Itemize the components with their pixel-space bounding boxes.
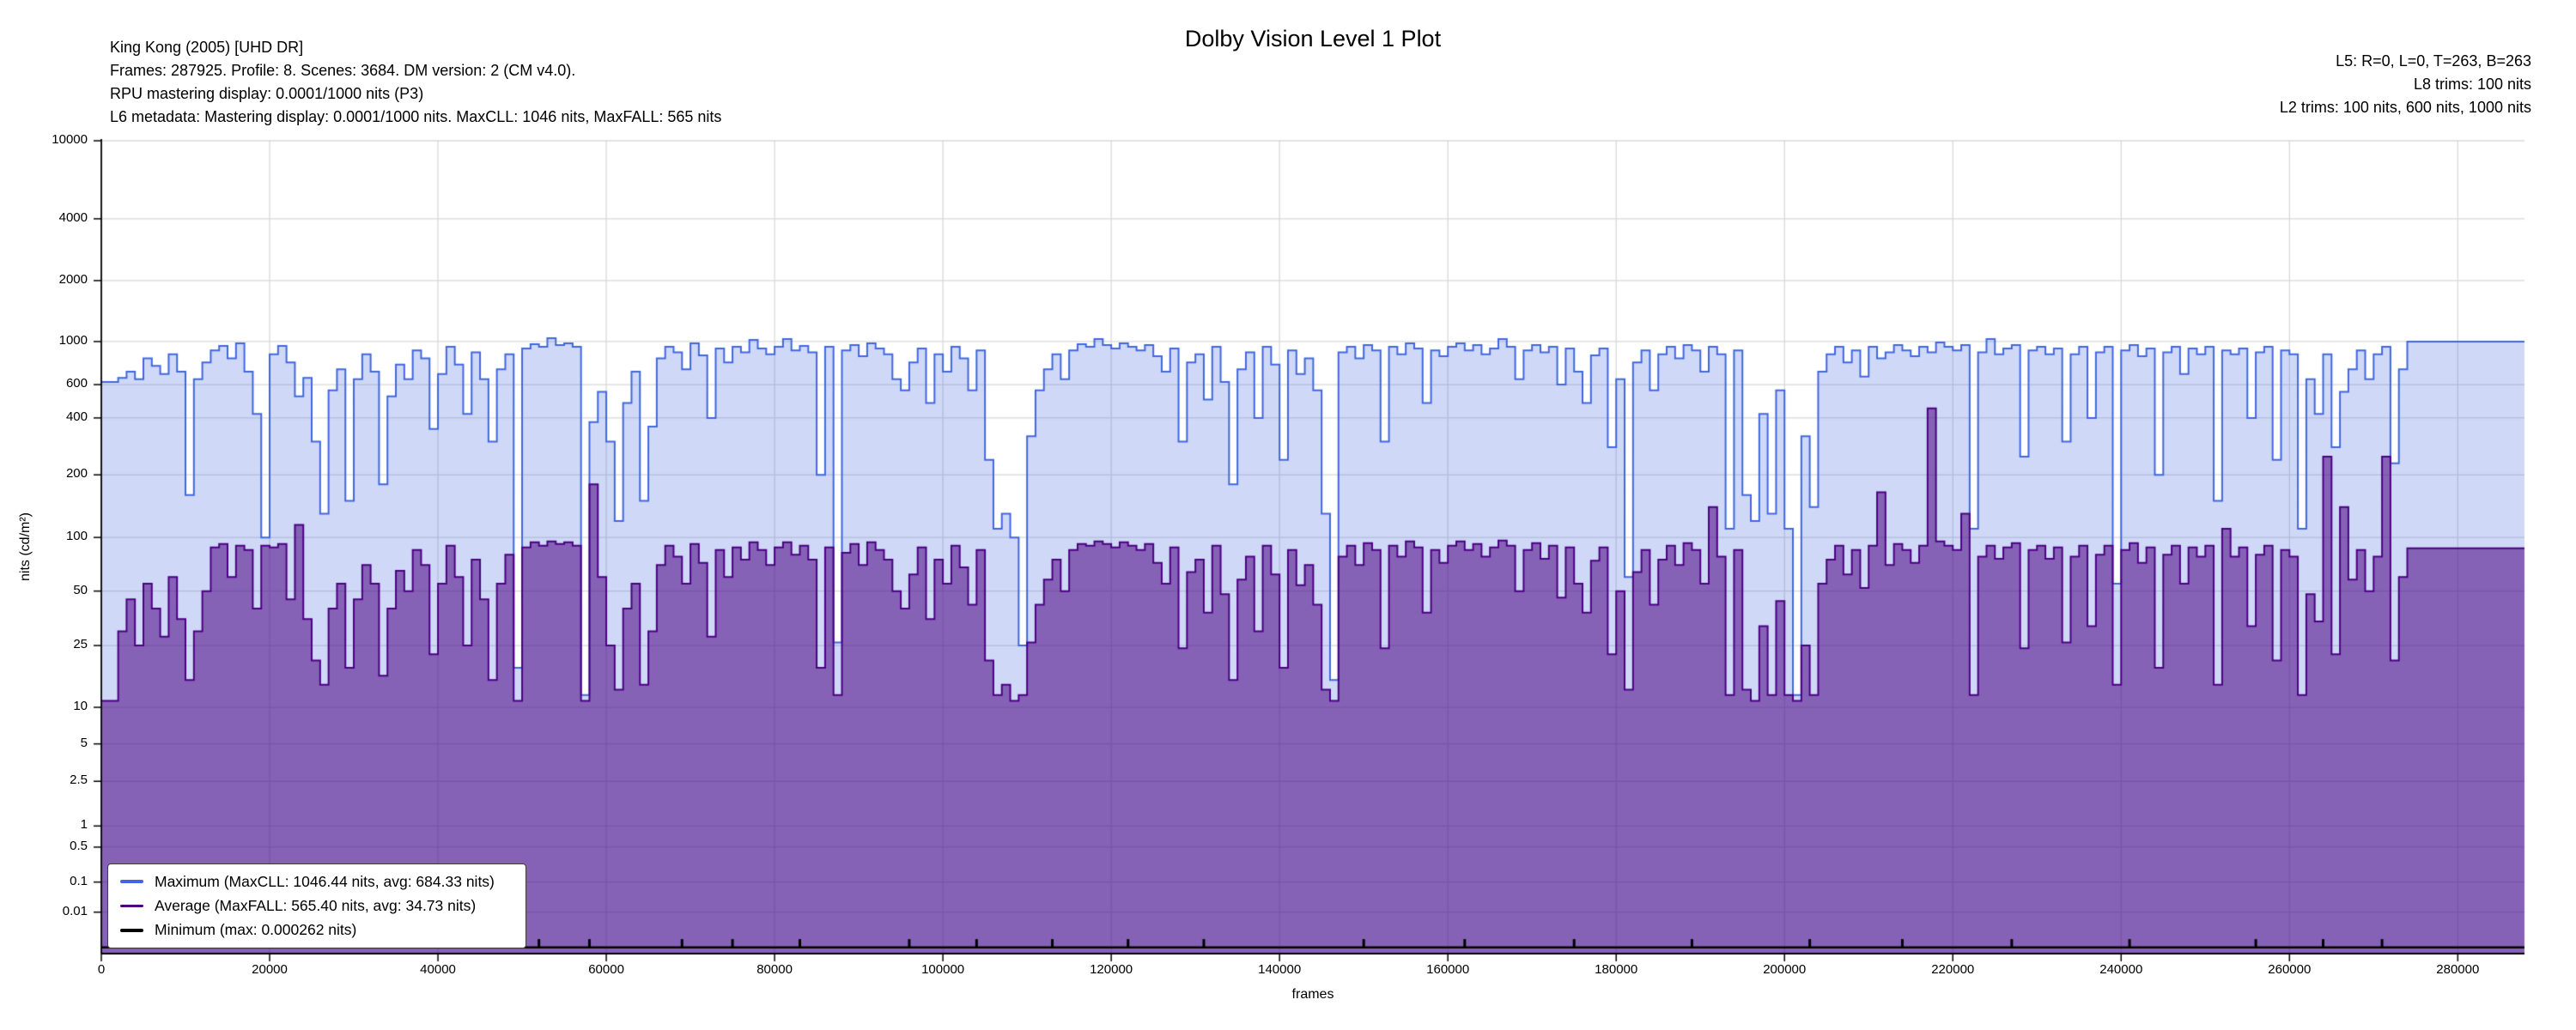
x-tick-label: 120000 xyxy=(1090,962,1133,977)
y-tick-label: 1 xyxy=(80,817,88,833)
l8-trims-line: L8 trims: 100 nits xyxy=(2413,76,2531,93)
y-tick-label: 2.5 xyxy=(70,772,88,788)
legend-label-minimum: Minimum (max: 0.000262 nits) xyxy=(155,921,357,939)
movie-title-line: King Kong (2005) [UHD DR] xyxy=(110,39,304,56)
y-tick-label: 200 xyxy=(65,466,88,482)
x-tick-label: 180000 xyxy=(1595,962,1638,977)
x-tick-label: 240000 xyxy=(2099,962,2143,977)
minimum-line-swatch xyxy=(120,929,143,932)
legend-label-average: Average (MaxFALL: 565.40 nits, avg: 34.7… xyxy=(155,896,477,914)
x-tick-label: 220000 xyxy=(1931,962,1975,977)
x-tick-label: 20000 xyxy=(252,962,288,977)
l5-line: L5: R=0, L=0, T=263, B=263 xyxy=(2336,52,2531,70)
legend-box: Maximum (MaxCLL: 1046.44 nits, avg: 684.… xyxy=(107,863,526,948)
y-tick-label: 600 xyxy=(65,376,88,391)
x-tick-label: 60000 xyxy=(588,962,624,977)
maximum-line-swatch xyxy=(120,880,143,883)
x-tick-label: 100000 xyxy=(921,962,965,977)
x-tick-label: 80000 xyxy=(756,962,793,977)
trims-block-right: L5: R=0, L=0, T=263, B=263 L8 trims: 100… xyxy=(2280,50,2531,119)
x-axis-label: frames xyxy=(1291,987,1334,1002)
x-tick-label: 280000 xyxy=(2436,962,2480,977)
chart-title: Dolby Vision Level 1 Plot xyxy=(1184,26,1442,52)
y-tick-label: 100 xyxy=(65,529,88,544)
x-tick-label: 160000 xyxy=(1426,962,1470,977)
y-tick-label: 0.01 xyxy=(62,903,88,918)
y-tick-label: 4000 xyxy=(58,209,88,225)
x-tick-label: 200000 xyxy=(1763,962,1807,977)
l6-metadata-line: L6 metadata: Mastering display: 0.0001/1… xyxy=(110,108,722,125)
y-tick-label: 0.5 xyxy=(70,838,88,853)
y-tick-label: 5 xyxy=(80,735,88,750)
rpu-mastering-line: RPU mastering display: 0.0001/1000 nits … xyxy=(110,85,424,102)
y-tick-label: 400 xyxy=(65,409,88,424)
x-tick-label: 260000 xyxy=(2268,962,2312,977)
legend-item-minimum: Minimum (max: 0.000262 nits) xyxy=(120,921,513,939)
x-tick-label: 0 xyxy=(97,962,106,977)
y-tick-label: 25 xyxy=(73,637,88,652)
y-tick-label: 2000 xyxy=(58,271,88,287)
legend-item-maximum: Maximum (MaxCLL: 1046.44 nits, avg: 684.… xyxy=(120,873,513,891)
legend-item-average: Average (MaxFALL: 565.40 nits, avg: 34.7… xyxy=(120,897,513,915)
legend-label-maximum: Maximum (MaxCLL: 1046.44 nits, avg: 684.… xyxy=(155,872,495,890)
y-tick-label: 10000 xyxy=(52,132,88,147)
metadata-block-left: King Kong (2005) [UHD DR] Frames: 287925… xyxy=(110,36,721,129)
x-tick-label: 140000 xyxy=(1258,962,1302,977)
y-tick-label: 10 xyxy=(73,699,88,714)
average-line-swatch xyxy=(120,904,143,908)
y-axis-label: nits (cd/m²) xyxy=(18,512,33,581)
l2-trims-line: L2 trims: 100 nits, 600 nits, 1000 nits xyxy=(2279,99,2531,116)
frames-profile-line: Frames: 287925. Profile: 8. Scenes: 3684… xyxy=(110,62,576,79)
y-tick-label: 0.1 xyxy=(70,873,88,888)
y-tick-label: 50 xyxy=(73,582,88,597)
y-tick-label: 1000 xyxy=(58,332,88,348)
x-tick-label: 40000 xyxy=(420,962,456,977)
